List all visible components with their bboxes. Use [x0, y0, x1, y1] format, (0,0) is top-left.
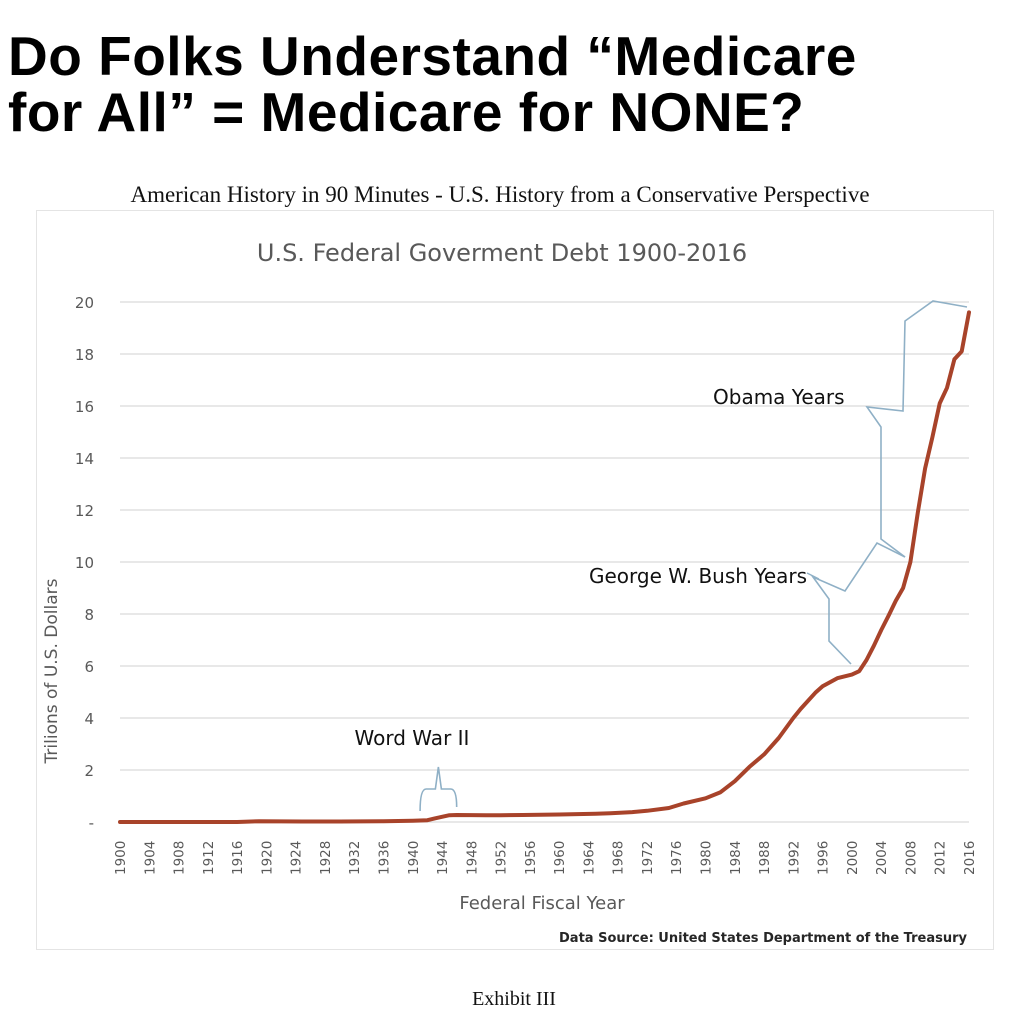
annotation-brackets	[419, 300, 968, 812]
y-axis-ticks: - 2 4 6 8 10 12 14 16 18 20	[75, 294, 94, 832]
x-tick-label: 2012	[933, 841, 949, 875]
x-tick-label: 1956	[523, 841, 539, 875]
x-tick-label: 1904	[142, 841, 158, 875]
debt-chart: U.S. Federal Goverment Debt 1900-2016 - 2…	[42, 239, 978, 946]
x-axis-ticks: 1900 1904 1908 1912 1916 1920 1924 1928 1932 1936…	[113, 841, 978, 875]
y-tick-label: 12	[75, 502, 94, 520]
annotation-labels: Word War II George W. Bush Years Obama Yea…	[355, 385, 845, 750]
x-tick-label: 1936	[376, 841, 392, 875]
x-tick-label: 1900	[113, 841, 129, 875]
headline-line-2: for All” = Medicare for NONE?	[8, 81, 805, 143]
annotation-bush-years: George W. Bush Years	[589, 564, 807, 588]
x-tick-label: 1980	[699, 841, 715, 875]
x-tick-label: 1916	[230, 841, 246, 875]
y-tick-label: 16	[75, 398, 94, 416]
exhibit-label: Exhibit III	[472, 988, 556, 1010]
headline: Do Folks Understand “Medicare for All” =…	[8, 28, 1018, 140]
x-tick-label: 1932	[347, 841, 363, 875]
y-tick-label: 20	[75, 294, 94, 312]
x-tick-label: 1944	[435, 841, 451, 875]
bracket-obama-years	[865, 300, 968, 558]
y-tick-label: -	[89, 814, 94, 832]
x-tick-label: 1984	[728, 841, 744, 875]
y-tick-label: 10	[75, 554, 94, 572]
x-tick-label: 1988	[757, 841, 773, 875]
y-tick-label: 14	[75, 450, 94, 468]
x-tick-label: 2000	[845, 841, 861, 875]
x-tick-label: 1912	[201, 841, 217, 875]
headline-line-1: Do Folks Understand “Medicare	[8, 25, 857, 87]
x-tick-label: 1940	[406, 841, 422, 875]
x-tick-label: 1948	[464, 841, 480, 875]
annotation-obama-years: Obama Years	[713, 385, 845, 409]
y-axis-label: Trilions of U.S. Dollars	[42, 578, 62, 764]
subtitle: American History in 90 Minutes - U.S. Hi…	[130, 182, 870, 207]
x-tick-label: 1960	[552, 841, 568, 875]
annotation-world-war-ii: Word War II	[355, 726, 470, 750]
y-tick-label: 8	[84, 606, 94, 624]
y-tick-label: 18	[75, 346, 94, 364]
data-source-note: Data Source: United States Department of…	[559, 931, 967, 946]
x-tick-label: 1992	[786, 841, 802, 875]
y-tick-label: 2	[84, 762, 94, 780]
x-tick-label: 1996	[816, 841, 832, 875]
x-tick-label: 2016	[962, 841, 978, 875]
x-tick-label: 1952	[494, 841, 510, 875]
x-tick-label: 2004	[874, 841, 890, 875]
y-tick-label: 4	[84, 710, 94, 728]
bracket-world-war-ii	[419, 766, 458, 812]
x-tick-label: 1908	[172, 841, 188, 875]
x-tick-label: 1972	[640, 841, 656, 875]
x-tick-label: 1920	[259, 841, 275, 875]
x-tick-label: 1924	[289, 841, 305, 875]
x-tick-label: 1968	[611, 841, 627, 875]
x-tick-label: 1964	[581, 841, 597, 875]
chart-title: U.S. Federal Goverment Debt 1900-2016	[257, 239, 747, 267]
chart-frame: U.S. Federal Goverment Debt 1900-2016 - 2…	[36, 210, 994, 950]
x-tick-label: 1928	[318, 841, 334, 875]
y-tick-label: 6	[84, 658, 94, 676]
debt-series-line	[118, 310, 971, 824]
x-tick-label: 1976	[669, 841, 685, 875]
leader-bush-years	[806, 572, 820, 580]
bracket-bush-years	[810, 541, 906, 665]
x-axis-label: Federal Fiscal Year	[459, 893, 625, 914]
x-tick-label: 2008	[903, 841, 919, 875]
gridlines	[120, 301, 969, 823]
